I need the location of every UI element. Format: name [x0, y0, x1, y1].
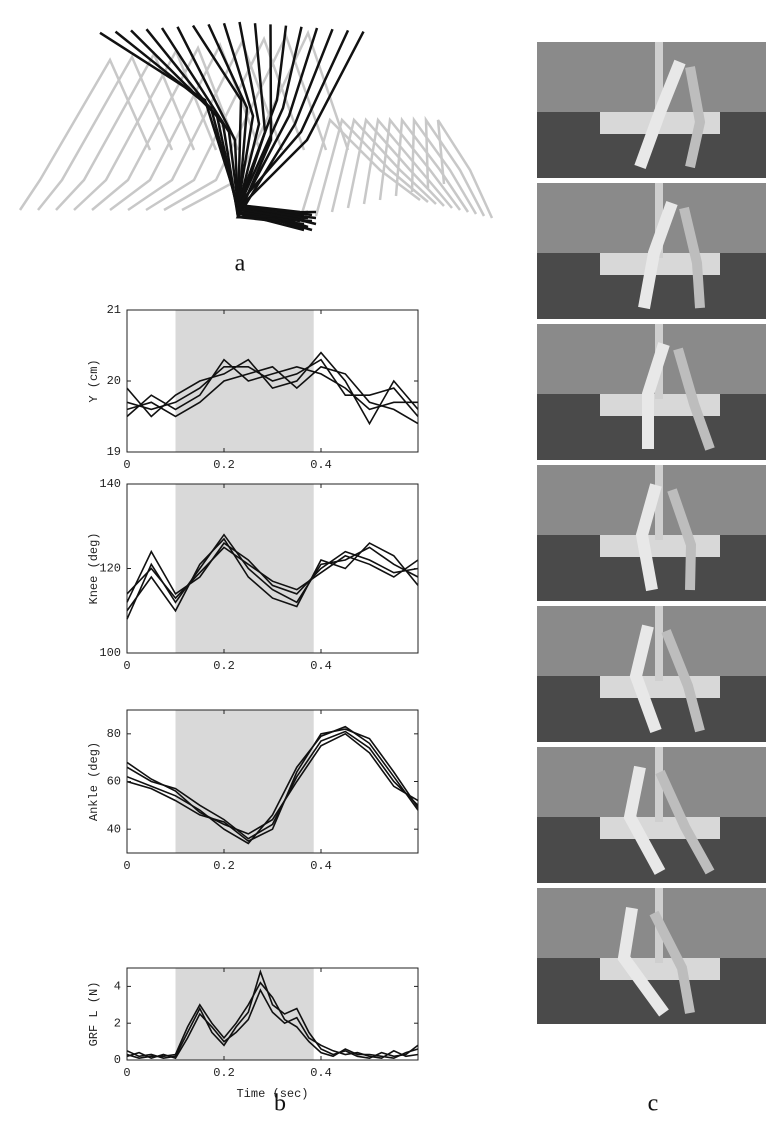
y-tick-label: 80 — [107, 727, 121, 741]
y-tick-label: 40 — [107, 822, 121, 836]
x-axis-label: Time (sec) — [236, 1087, 308, 1101]
x-tick-label: 0 — [123, 659, 130, 673]
x-tick-label: 0.2 — [213, 458, 235, 472]
x-tick-label: 0.4 — [310, 458, 332, 472]
photo-strip — [537, 42, 766, 1024]
photo-pole — [655, 606, 663, 681]
x-tick-label: 0.2 — [213, 859, 235, 873]
y-axis-label: Ankle (deg) — [87, 742, 101, 821]
x-tick-label: 0.4 — [310, 1066, 332, 1080]
photo-backdrop — [537, 606, 766, 676]
x-tick-label: 0 — [123, 859, 130, 873]
photo-backdrop — [537, 747, 766, 817]
stick-figure — [20, 22, 492, 230]
y-tick-label: 2 — [114, 1016, 121, 1030]
y-axis-label: Y (cm) — [87, 359, 101, 402]
y-axis-label: Knee (deg) — [87, 532, 101, 604]
y-tick-label: 60 — [107, 775, 121, 789]
stick-leg — [438, 120, 492, 218]
x-tick-label: 0.2 — [213, 659, 235, 673]
shaded-span — [176, 484, 314, 653]
shaded-span — [176, 310, 314, 452]
y-tick-label: 100 — [99, 646, 121, 660]
line-chart: 0 2 4 0 0.2 0.4 GRF L (N) Time (sec) — [87, 968, 418, 1101]
photo-backdrop — [537, 888, 766, 958]
panel-label: c — [648, 1091, 659, 1117]
x-tick-label: 0 — [123, 1066, 130, 1080]
stick-leg — [238, 32, 364, 221]
x-tick-label: 0.4 — [310, 659, 332, 673]
line-chart: 100 120 140 0 0.2 0.4 Knee (deg) — [87, 477, 418, 673]
panel-label: a — [235, 251, 246, 277]
y-tick-label: 140 — [99, 477, 121, 491]
y-tick-label: 0 — [114, 1053, 121, 1067]
line-chart: 19 20 21 0 0.2 0.4 Y (cm) — [87, 303, 418, 472]
x-tick-label: 0 — [123, 458, 130, 472]
line-chart: 40 60 80 0 0.2 0.4 Ankle (deg) — [87, 710, 418, 873]
y-tick-label: 19 — [107, 445, 121, 459]
y-axis-label: GRF L (N) — [87, 982, 101, 1047]
y-tick-label: 21 — [107, 303, 121, 317]
y-tick-label: 20 — [107, 374, 121, 388]
stick-leg — [74, 51, 216, 210]
y-tick-label: 4 — [114, 980, 121, 994]
x-tick-label: 0.4 — [310, 859, 332, 873]
photo-backdrop — [537, 42, 766, 112]
stick-leg — [316, 120, 428, 216]
figure: a b c 19202100.20.4Y (cm)10012014000.20.… — [0, 0, 769, 1141]
y-tick-label: 120 — [99, 562, 121, 576]
x-tick-label: 0.2 — [213, 1066, 235, 1080]
